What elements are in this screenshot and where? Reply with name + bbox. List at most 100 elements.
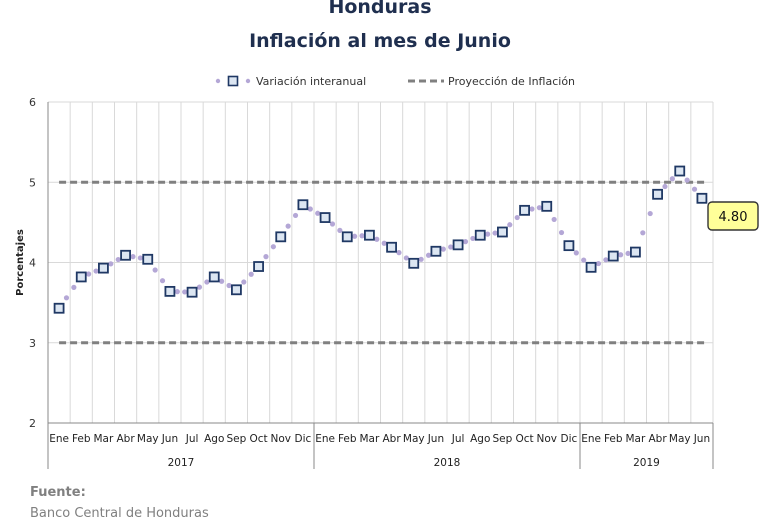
x-tick-label: Ene — [315, 433, 335, 445]
series-dot — [529, 206, 535, 212]
series-dot — [558, 229, 565, 236]
x-tick-label: Feb — [72, 433, 91, 445]
data-point — [186, 286, 198, 298]
series-dot — [396, 250, 402, 256]
data-point — [474, 229, 486, 241]
data-point — [519, 204, 530, 216]
series-dot — [152, 267, 158, 273]
legend-item-series: Variación interanual — [214, 72, 366, 90]
series-dot — [462, 239, 469, 245]
x-tick-label: Jun — [693, 433, 710, 445]
series-dot — [381, 240, 387, 246]
x-tick-label: Dic — [295, 433, 312, 445]
data-point — [98, 262, 109, 274]
x-tick-label: Sep — [227, 433, 247, 445]
series-dot — [307, 206, 313, 212]
data-point — [696, 192, 708, 204]
series-dot — [270, 244, 276, 250]
series-dot — [71, 284, 77, 290]
data-point — [341, 231, 353, 243]
source-text: Banco Central de Honduras — [30, 506, 209, 521]
series-dot — [63, 295, 70, 301]
legend-series-label: Variación interanual — [256, 74, 367, 88]
x-tick-label: Feb — [338, 433, 357, 445]
series-dot — [226, 282, 232, 289]
legend-projection-label: Proyección de Inflación — [448, 74, 576, 88]
x-tick-label: Ene — [49, 433, 69, 445]
chart-subtitle: Inflación al mes de Junio — [249, 30, 511, 52]
data-point — [541, 200, 553, 212]
data-point — [430, 245, 442, 257]
x-tick-label: Mar — [626, 433, 646, 445]
x-tick-label: Mar — [94, 433, 114, 445]
y-tick-label: 6 — [29, 96, 36, 109]
data-point — [674, 165, 686, 177]
value-callout-label: 4.80 — [719, 210, 748, 225]
x-tick-label: Jun — [427, 433, 444, 445]
data-point — [563, 240, 575, 252]
series-dot — [573, 250, 579, 256]
data-point — [297, 199, 309, 211]
data-point — [75, 271, 87, 283]
x-tick-label: Abr — [116, 433, 135, 445]
series-dot — [196, 284, 203, 290]
series-dot — [425, 252, 432, 258]
series-dot — [182, 289, 188, 295]
x-tick-label: Ago — [470, 433, 490, 445]
value-callout — [707, 201, 759, 231]
series-dot — [115, 256, 121, 263]
data-point — [364, 229, 375, 241]
series-dot — [492, 230, 498, 236]
series-dot — [595, 260, 602, 267]
series-dot — [292, 212, 299, 219]
series-dot — [359, 233, 365, 239]
x-tick-label: Nov — [537, 433, 558, 445]
x-tick-label: Abr — [648, 433, 667, 445]
x-tick-label: Ago — [204, 433, 224, 445]
x-tick-label: Oct — [250, 433, 268, 445]
data-point — [120, 249, 131, 261]
data-point — [319, 212, 331, 223]
data-point — [386, 241, 397, 253]
x-tick-label: May — [137, 433, 159, 445]
y-tick-label: 3 — [29, 337, 36, 350]
series-dot — [625, 250, 631, 257]
data-point — [497, 226, 508, 238]
x-tick-label: Abr — [382, 433, 401, 445]
data-point — [164, 285, 176, 297]
series-dot — [448, 244, 454, 250]
data-point — [585, 261, 597, 273]
series-dot — [507, 222, 513, 228]
series-dot — [514, 214, 520, 221]
data-point — [253, 261, 264, 272]
y-axis-label: Porcentajes — [15, 229, 26, 296]
data-point — [208, 271, 220, 283]
x-tick-label: Jul — [451, 433, 465, 445]
series-dot — [352, 233, 358, 239]
legend-item-projection: Proyección de Inflación — [408, 72, 575, 90]
x-tick-label: Jul — [185, 433, 199, 445]
series-dot — [248, 271, 254, 277]
series-dot — [337, 227, 343, 233]
series-dot — [86, 271, 92, 277]
data-point — [408, 257, 420, 269]
chart-title: Honduras — [328, 0, 432, 18]
x-tick-label: Ene — [581, 433, 601, 445]
series-dot — [219, 278, 225, 284]
series-dot — [536, 205, 542, 211]
series-dot — [581, 257, 587, 263]
x-tick-label: Mar — [360, 433, 380, 445]
legend-projection-line — [408, 79, 444, 83]
series-dot — [130, 254, 136, 260]
data-point — [452, 239, 464, 251]
series-dot — [647, 210, 653, 217]
data-point — [630, 246, 641, 258]
data-point — [607, 250, 619, 262]
x-tick-label: May — [669, 433, 691, 445]
series-dot — [669, 176, 675, 182]
x-tick-label: Dic — [561, 433, 578, 445]
series-dot — [204, 279, 210, 285]
series-dot — [137, 255, 143, 261]
series-dot — [470, 235, 476, 242]
